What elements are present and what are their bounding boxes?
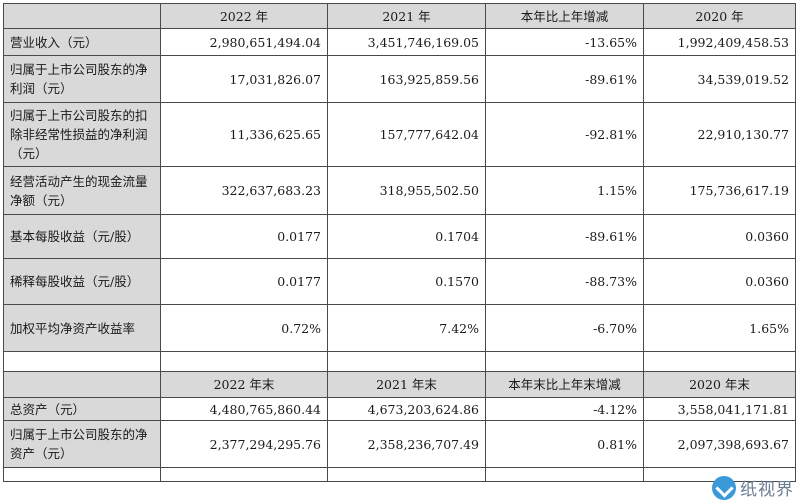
header-col-2022-end: 2022 年末 [160, 371, 328, 398]
row-label: 基本每股收益（元/股） [3, 214, 161, 259]
header-col-change: 本年比上年增减 [485, 3, 644, 29]
row-label: 加权平均净资产收益率 [3, 304, 161, 352]
row-label: 经营活动产生的现金流量净额（元） [3, 166, 161, 215]
header-col-2020: 2020 年 [643, 3, 796, 29]
watermark: 纸视界 [712, 475, 794, 500]
cell-value: 2,358,236,707.49 [327, 420, 486, 468]
blank-cell [327, 467, 486, 482]
blank-cell [3, 467, 161, 482]
cell-value: 2,097,398,693.67 [643, 420, 796, 468]
cell-value: 0.0177 [160, 214, 328, 259]
table-row: 稀释每股收益（元/股） 0.0177 0.1570 -88.73% 0.0360 [3, 258, 796, 305]
blank-cell [485, 351, 644, 372]
cell-value: 322,637,683.23 [160, 166, 328, 215]
blank-cell [485, 467, 644, 482]
header-row-1: 2022 年 2021 年 本年比上年增减 2020 年 [3, 3, 796, 29]
cell-value: -4.12% [485, 397, 644, 421]
cell-value: 1,992,409,458.53 [643, 28, 796, 56]
cell-value: -13.65% [485, 28, 644, 56]
cell-value: 0.81% [485, 420, 644, 468]
cell-value: 1.65% [643, 304, 796, 352]
cell-value: 3,558,041,171.81 [643, 397, 796, 421]
cell-value: 0.0177 [160, 258, 328, 305]
cell-value: -89.61% [485, 214, 644, 259]
watermark-text: 纸视界 [740, 480, 794, 500]
cell-value: 2,377,294,295.76 [160, 420, 328, 468]
cell-value: 163,925,859.56 [327, 55, 486, 103]
cell-value: 0.1570 [327, 258, 486, 305]
header-col-2022: 2022 年 [160, 3, 328, 29]
cell-value: 157,777,642.04 [327, 102, 486, 167]
cell-value: 4,480,765,860.44 [160, 397, 328, 421]
header-col-2021: 2021 年 [327, 3, 486, 29]
cell-value: 34,539,019.52 [643, 55, 796, 103]
cell-value: 0.0360 [643, 258, 796, 305]
blank-cell [160, 351, 328, 372]
table-row: 经营活动产生的现金流量净额（元） 322,637,683.23 318,955,… [3, 166, 796, 215]
blank-cell [327, 351, 486, 372]
cell-value: -6.70% [485, 304, 644, 352]
table-row: 总资产（元） 4,480,765,860.44 4,673,203,624.86… [3, 397, 796, 421]
cell-value: 22,910,130.77 [643, 102, 796, 167]
cell-value: 3,451,746,169.05 [327, 28, 486, 56]
table-row: 营业收入（元） 2,980,651,494.04 3,451,746,169.0… [3, 28, 796, 56]
cell-value: 175,736,617.19 [643, 166, 796, 215]
blank-cell [643, 467, 796, 482]
cell-value: 1.15% [485, 166, 644, 215]
blank-cell [3, 351, 161, 372]
blank-cell [160, 467, 328, 482]
cell-value: 4,673,203,624.86 [327, 397, 486, 421]
header-row-2: 2022 年末 2021 年末 本年末比上年末增减 2020 年末 [3, 371, 796, 398]
cell-value: 0.1704 [327, 214, 486, 259]
cell-value: 318,955,502.50 [327, 166, 486, 215]
cell-value: -92.81% [485, 102, 644, 167]
table-row: 归属于上市公司股东的净利润（元） 17,031,826.07 163,925,8… [3, 55, 796, 103]
header-col-2021-end: 2021 年末 [327, 371, 486, 398]
header-col-change-end: 本年末比上年末增减 [485, 371, 644, 398]
paper-plane-icon [712, 475, 736, 500]
table-row: 归属于上市公司股东的扣除非经常性损益的净利润（元） 11,336,625.65 … [3, 102, 796, 167]
header-corner [3, 371, 161, 398]
blank-cell [643, 351, 796, 372]
row-label: 稀释每股收益（元/股） [3, 258, 161, 305]
spacer-row [3, 467, 796, 482]
row-label: 总资产（元） [3, 397, 161, 421]
row-label: 归属于上市公司股东的净利润（元） [3, 55, 161, 103]
row-label: 归属于上市公司股东的扣除非经常性损益的净利润（元） [3, 102, 161, 167]
cell-value: -89.61% [485, 55, 644, 103]
header-corner [3, 3, 161, 29]
row-label: 归属于上市公司股东的净资产（元） [3, 420, 161, 468]
cell-value: 2,980,651,494.04 [160, 28, 328, 56]
row-label: 营业收入（元） [3, 28, 161, 56]
cell-value: -88.73% [485, 258, 644, 305]
header-col-2020-end: 2020 年末 [643, 371, 796, 398]
financial-table: 2022 年 2021 年 本年比上年增减 2020 年 营业收入（元） 2,9… [3, 3, 796, 482]
cell-value: 11,336,625.65 [160, 102, 328, 167]
table-row: 加权平均净资产收益率 0.72% 7.42% -6.70% 1.65% [3, 304, 796, 352]
cell-value: 0.0360 [643, 214, 796, 259]
cell-value: 0.72% [160, 304, 328, 352]
table-row: 归属于上市公司股东的净资产（元） 2,377,294,295.76 2,358,… [3, 420, 796, 468]
cell-value: 7.42% [327, 304, 486, 352]
table-row: 基本每股收益（元/股） 0.0177 0.1704 -89.61% 0.0360 [3, 214, 796, 259]
cell-value: 17,031,826.07 [160, 55, 328, 103]
spacer-row [3, 351, 796, 372]
